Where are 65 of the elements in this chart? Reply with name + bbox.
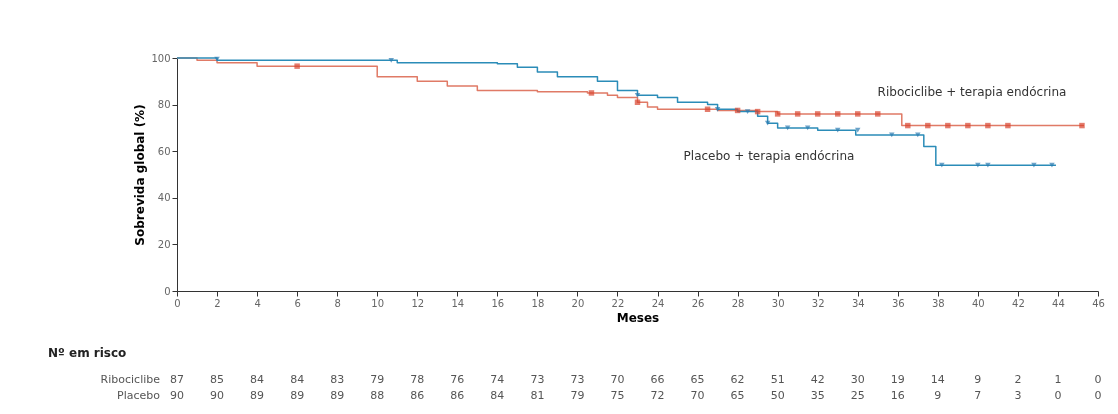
y-tick-label: 0 xyxy=(164,285,171,297)
x-tick-label: 20 xyxy=(571,297,585,309)
point xyxy=(1005,122,1011,129)
x-tick-label: 46 xyxy=(1092,297,1105,309)
point xyxy=(985,122,991,129)
x-tick-label: 24 xyxy=(651,297,665,309)
point xyxy=(905,122,911,129)
text: Nº em risco xyxy=(48,346,127,360)
y-tick-label: 80 xyxy=(157,99,171,111)
x-tick-label: 44 xyxy=(1052,297,1065,309)
x-tick-label: 26 xyxy=(691,297,705,309)
x-tick-label: 0 xyxy=(174,297,181,309)
point xyxy=(939,162,945,168)
point xyxy=(855,111,861,117)
y-tick-label: 100 xyxy=(151,52,171,64)
x-tick-label: 18 xyxy=(531,297,545,309)
point xyxy=(834,111,841,117)
x-tick-label: 6 xyxy=(294,297,301,309)
point xyxy=(945,122,951,129)
x-axis-title: Meses xyxy=(616,310,660,325)
point xyxy=(814,111,821,117)
x-tick-label: 4 xyxy=(254,297,261,309)
x-tick-label: 10 xyxy=(371,297,385,309)
x-tick-label: 8 xyxy=(334,297,341,309)
x-tick-label: 16 xyxy=(491,297,505,309)
x-tick-label: 2 xyxy=(214,297,221,309)
point xyxy=(764,120,771,126)
annotation: Ribociclibe + terapia endócrina xyxy=(877,85,1067,99)
text: 90 90 89 89 89 88 86 86 84 81 79 75 72 70 65 50 35 25 16 9 7 3 0 0 xyxy=(170,389,1102,402)
x-tick-label: 12 xyxy=(411,297,425,309)
point xyxy=(1079,122,1085,129)
y-tick-label: 40 xyxy=(157,192,171,204)
point xyxy=(875,111,881,117)
x-tick-label: 14 xyxy=(451,297,465,309)
x-tick-label: 42 xyxy=(1012,297,1025,309)
point xyxy=(588,90,595,96)
text: 87 85 84 84 83 79 78 76 74 73 73 70 66 65 62 51 42 30 19 14 9 2 1 0 xyxy=(170,373,1102,386)
point xyxy=(774,111,781,117)
point xyxy=(925,122,931,129)
y-tick-label: 60 xyxy=(157,145,171,157)
x-tick-label: 22 xyxy=(611,297,625,309)
x-tick-label: 28 xyxy=(731,297,745,309)
point xyxy=(1049,162,1055,168)
point xyxy=(855,127,861,133)
y-tick-label: 20 xyxy=(157,238,171,250)
point xyxy=(744,109,751,114)
x-tick-label: 36 xyxy=(891,297,905,309)
text: Placebo xyxy=(117,389,161,402)
point xyxy=(714,106,721,112)
x-tick-label: 30 xyxy=(771,297,785,309)
point xyxy=(834,127,841,133)
point xyxy=(794,111,801,117)
point xyxy=(214,56,220,62)
point xyxy=(1031,162,1037,168)
x-tick-label: 40 xyxy=(972,297,985,309)
x-tick-label: 34 xyxy=(851,297,865,309)
point xyxy=(388,57,394,63)
annotation: Placebo + terapia endócrina xyxy=(683,149,855,163)
point xyxy=(965,122,971,129)
x-tick-label: 32 xyxy=(811,297,825,309)
x-tick-label: 38 xyxy=(931,297,945,309)
y-axis-title: Sobrevida global (%) xyxy=(133,104,148,246)
point xyxy=(634,92,641,98)
text: Ribociclibe xyxy=(100,373,161,386)
point xyxy=(294,63,300,69)
